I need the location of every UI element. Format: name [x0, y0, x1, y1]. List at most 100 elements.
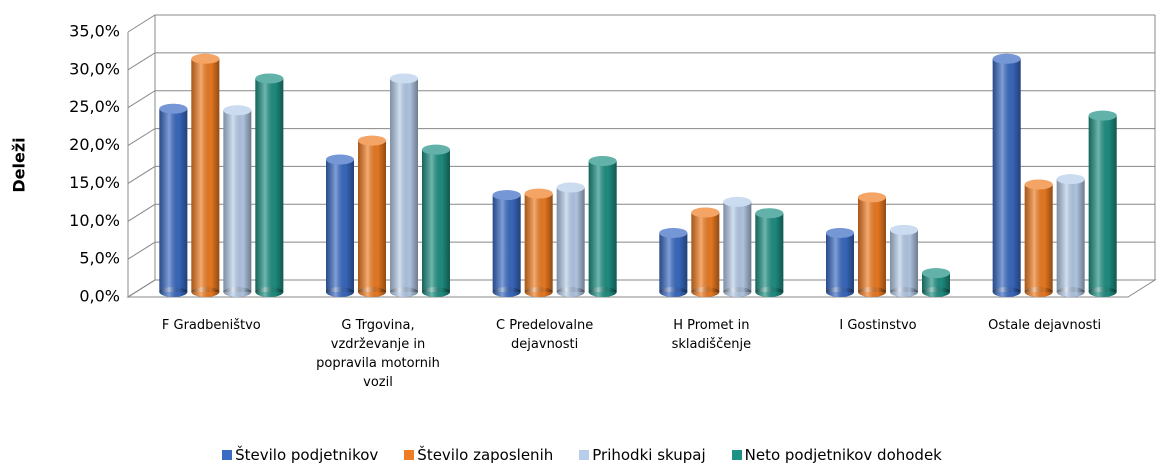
legend-item: Neto podjetnikov dohodek: [731, 446, 942, 464]
bar-shade: [659, 232, 688, 292]
bar-shade: [255, 78, 284, 292]
bar-top: [890, 224, 918, 235]
bar-top: [1088, 110, 1117, 121]
bar-top-highlight: [159, 103, 188, 114]
bar-top-highlight: [1088, 110, 1117, 121]
bar-top: [723, 196, 752, 207]
bar-top-highlight: [922, 268, 950, 279]
y-tick-label: 10,0%: [69, 211, 120, 230]
bar-shade: [1056, 179, 1085, 292]
bar-shade-bottom: [223, 287, 252, 297]
bar-shade: [159, 108, 188, 293]
x-tick-label: G Trgovina, vzdrževanje in popravila mot…: [316, 318, 440, 390]
bar-shade: [1088, 115, 1117, 292]
bar-top-highlight: [588, 156, 617, 167]
bar-top: [191, 53, 220, 64]
bar-shade-bottom: [191, 287, 220, 297]
bar-top: [223, 105, 252, 116]
bar-top: [922, 268, 950, 279]
bar-top: [826, 227, 854, 238]
bar-shade: [390, 78, 418, 292]
bar-shade-bottom: [390, 287, 418, 297]
bar-top-highlight: [524, 188, 553, 199]
bar-shade: [588, 161, 617, 292]
y-tick-label: 15,0%: [69, 173, 120, 192]
bar-shade: [890, 229, 918, 292]
bar-shade: [556, 187, 585, 292]
bar-top-highlight: [826, 227, 854, 238]
bar-top: [1024, 179, 1053, 190]
bar-shade-bottom: [588, 287, 617, 297]
bar-top: [992, 53, 1021, 64]
bar-shade: [1024, 184, 1053, 292]
bar-top: [326, 154, 354, 165]
bar-shade-bottom: [992, 287, 1021, 297]
bar-top: [659, 227, 688, 238]
bar-shade: [755, 213, 784, 292]
bar-shade: [992, 58, 1021, 292]
y-tick-label: 20,0%: [69, 135, 120, 154]
bar-top: [159, 103, 188, 114]
bar-top: [588, 156, 617, 167]
y-tick-label: 5,0%: [79, 249, 120, 268]
bar-top-highlight: [992, 53, 1021, 64]
bar-shade-bottom: [524, 287, 553, 297]
bar-shade-bottom: [422, 287, 450, 297]
bar-shade-bottom: [492, 287, 521, 297]
bar-top-highlight: [255, 73, 284, 84]
bar-shade: [492, 195, 521, 292]
bar-top-highlight: [556, 182, 585, 193]
legend: Število podjetnikov Število zaposlenih Pri…: [0, 446, 1164, 464]
bar-shade-bottom: [326, 287, 354, 297]
bar-shade-bottom: [826, 287, 854, 297]
bar-shade: [723, 201, 752, 292]
bar-top-highlight: [723, 196, 752, 207]
bar-shade-bottom: [755, 287, 784, 297]
y-tick-label: 30,0%: [69, 59, 120, 78]
legend-item: Prihodki skupaj: [579, 446, 706, 464]
bar-shade-bottom: [1056, 287, 1085, 297]
bar-shade: [922, 273, 950, 292]
grid-line: [127, 14, 1155, 33]
bar-shade-bottom: [1088, 287, 1117, 297]
bar-top-highlight: [890, 224, 918, 235]
bar-top-highlight: [492, 190, 521, 201]
bar-shade: [326, 159, 354, 292]
bar-shade-bottom: [691, 287, 720, 297]
bar-shade-bottom: [659, 287, 688, 297]
legend-label: Število podjetnikov: [235, 446, 379, 464]
bar-shade: [191, 58, 220, 292]
bar-shade-bottom: [858, 287, 886, 297]
legend-swatch: [579, 450, 590, 460]
bar-shade-bottom: [723, 287, 752, 297]
bar-top-highlight: [659, 227, 688, 238]
legend-item: Število zaposlenih: [404, 446, 553, 464]
y-tick-label: 0,0%: [79, 287, 120, 306]
bar-shade-bottom: [1024, 287, 1053, 297]
legend-swatch: [222, 450, 233, 460]
bar-shade: [223, 110, 252, 293]
bar-top-highlight: [390, 73, 418, 84]
y-tick-label: 25,0%: [69, 97, 120, 116]
bar-top-highlight: [422, 144, 450, 155]
legend-label: Neto podjetnikov dohodek: [744, 446, 942, 464]
bar-top: [691, 207, 720, 218]
bar-shade-bottom: [922, 287, 950, 297]
bar-top-highlight: [358, 135, 386, 146]
bar-shade: [691, 212, 720, 292]
bar-shade: [358, 140, 386, 292]
bar-top: [422, 144, 450, 155]
legend-label: Število zaposlenih: [417, 446, 554, 464]
bar-top: [358, 135, 386, 146]
bar-top-highlight: [1024, 179, 1053, 190]
bar-shade: [524, 193, 553, 292]
bar-top-highlight: [326, 154, 354, 165]
legend-swatch: [404, 450, 415, 460]
bar-shade: [826, 232, 854, 292]
bar-top-highlight: [223, 105, 252, 116]
bar-shade-bottom: [159, 287, 188, 297]
bar-top-highlight: [1056, 174, 1085, 185]
bar-top: [1056, 174, 1085, 185]
bar-shade-bottom: [890, 287, 918, 297]
